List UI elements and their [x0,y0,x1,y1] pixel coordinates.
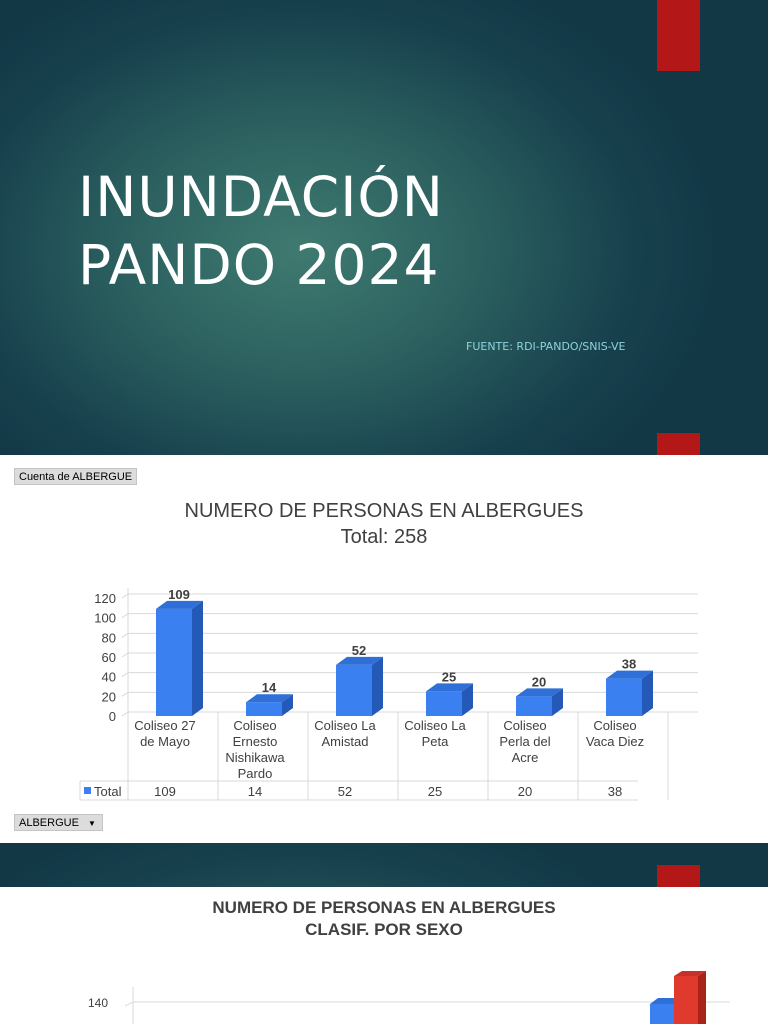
x-category-label: Vaca Diez [586,734,644,749]
pivot-value-button[interactable]: Cuenta de ALBERGUE [14,468,138,485]
bar-front [426,691,462,716]
gridline-depth [121,711,129,717]
chart2-svg: 120140 [88,971,730,1024]
table-value: 14 [248,784,262,799]
x-category-label: Coliseo 27 [134,718,195,733]
pivot-field-label: ALBERGUE [19,817,79,829]
chart2-title: NUMERO DE PERSONAS EN ALBERGUES [212,898,556,917]
data-label: 52 [352,643,366,658]
x-category-label: Acre [512,750,539,765]
x-category-label: Coliseo [503,718,546,733]
accent-bar-top [657,0,700,71]
x-category-label: Nishikawa [225,750,285,765]
gridline-depth [121,691,129,697]
x-category-label: Amistad [322,734,369,749]
bar-side [698,971,706,1024]
gridline-depth [121,672,129,678]
x-category-label: Coliseo [233,718,276,733]
bar-front [246,702,282,716]
bar-front [606,678,642,716]
table-value: 20 [518,784,532,799]
gridline-depth [121,652,129,658]
bar-top [606,670,653,679]
title-slide: INUNDACIÓN PANDO 2024 FUENTE: RDI-PANDO/… [0,0,768,455]
bar-top [156,600,203,609]
y-tick-label: 100 [94,611,116,626]
gridline-depth [121,613,129,619]
accent-bar-bottom [657,433,700,455]
bar-side [192,600,203,716]
bar-side [552,688,563,716]
bar-front [336,664,372,716]
table-value: 25 [428,784,442,799]
table-value: 52 [338,784,352,799]
x-category-label: Peta [422,734,450,749]
bar-front [156,608,192,716]
bar-side [282,694,293,716]
legend-label: Total [94,784,122,799]
title-line-2: PANDO 2024 [78,233,440,297]
y-tick-label: 40 [102,670,116,685]
bar-front [516,696,552,716]
accent-bar-slide3 [657,865,700,887]
x-category-label: de Mayo [140,734,190,749]
bar-front [674,976,698,1024]
y-tick-label: 0 [109,709,116,724]
chart1-subtitle: Total: 258 [340,526,428,548]
y-tick-label: 20 [102,689,116,704]
y-tick-label: 140 [88,996,108,1010]
bar-top [336,656,383,665]
x-category-label: Coliseo [593,718,636,733]
bar-top [246,694,293,703]
bar-side [372,656,383,716]
x-category-label: Pardo [238,766,273,781]
table-value: 38 [608,784,622,799]
chart2-panel: NUMERO DE PERSONAS EN ALBERGUES CLASIF. … [0,887,768,1024]
chart2-subtitle: CLASIF. POR SEXO [305,920,463,939]
data-label: 14 [262,680,277,695]
x-category-label: Coliseo La [314,718,376,733]
bar-top [516,688,563,697]
bar-side [462,683,473,716]
dropdown-arrow-icon[interactable]: ▼ [87,819,96,828]
gridline-depth [121,632,129,638]
x-category-label: Perla del [499,734,550,749]
bar-top [426,683,473,692]
slide-title: INUNDACIÓN PANDO 2024 [78,163,444,299]
chart1-title: NUMERO DE PERSONAS EN ALBERGUES [184,500,584,522]
y-tick-label: 60 [102,650,116,665]
table-value: 109 [154,784,176,799]
data-label: 109 [168,587,190,602]
legend-key [84,787,91,794]
gridline-depth [124,1001,134,1007]
chart-slide-2: NUMERO DE PERSONAS EN ALBERGUES CLASIF. … [0,843,768,1024]
data-label: 20 [532,674,546,689]
bar-front [650,1004,674,1024]
chart-slide-1: Cuenta de ALBERGUE NUMERO DE PERSONAS EN… [0,455,768,843]
data-label: 38 [622,657,636,672]
chart1-svg: 0 20 40 60 80 100 120 109 14 52 25 20 38 Coliseo 27de… [79,587,698,801]
gridline-depth [121,593,129,599]
source-text: FUENTE: RDI-PANDO/SNIS-VE [466,340,626,353]
pivot-field-button[interactable]: ALBERGUE ▼ [14,814,103,831]
bar-side [642,670,653,716]
y-tick-label: 120 [94,591,116,606]
y-tick-label: 80 [102,630,116,645]
title-line-1: INUNDACIÓN [78,165,444,229]
x-category-label: Coliseo La [404,718,466,733]
x-category-label: Ernesto [233,734,278,749]
data-label: 25 [442,669,456,684]
bar-top [674,971,706,976]
